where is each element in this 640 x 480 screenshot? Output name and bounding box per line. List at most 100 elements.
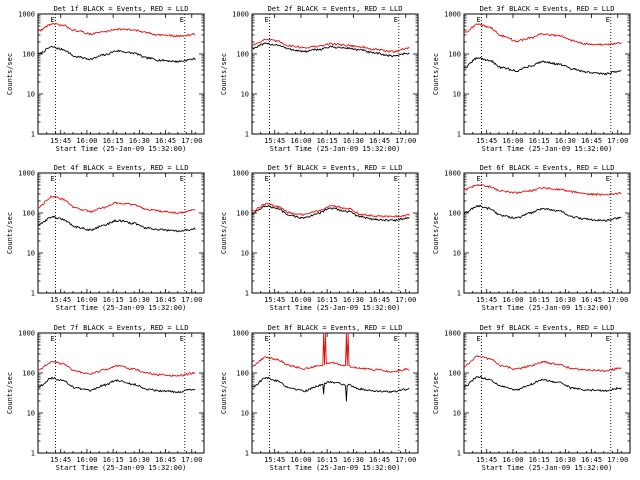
y-tick-label: 1000 (444, 330, 461, 338)
x-tick-label: 16:45 (369, 296, 390, 304)
x-tick-label: 16:15 (317, 296, 338, 304)
series-line-lld (463, 183, 622, 196)
x-tick-label: 16:00 (76, 137, 97, 145)
x-tick-label: 16:30 (129, 296, 150, 304)
y-tick-label: 1000 (444, 11, 461, 19)
y-tick-label: 1000 (444, 170, 461, 178)
x-tick-label: 16:00 (76, 296, 97, 304)
x-tick-label: 16:00 (76, 456, 97, 464)
x-tick-label: 16:00 (290, 137, 311, 145)
y-tick-label: 100 (22, 210, 35, 218)
time-marker-label: E (50, 335, 54, 343)
y-tick-label: 1 (457, 290, 461, 298)
x-tick-label: 15:45 (50, 296, 71, 304)
y-tick-label: 10 (241, 410, 249, 418)
time-marker-label: E (606, 175, 610, 183)
x-tick-label: 17:00 (607, 137, 628, 145)
x-tick-label: 15:45 (476, 137, 497, 145)
panel-3f: Det 3f BLACK = Events, RED = LLD 1 10 100 10… (432, 5, 631, 153)
x-tick-label: 17:00 (607, 296, 628, 304)
time-marker-label: E (264, 335, 268, 343)
time-marker-label: E (606, 16, 610, 24)
y-tick-label: 10 (453, 91, 461, 99)
x-tick-label: 15:45 (50, 456, 71, 464)
x-axis-label: Start Time (25-Jan-09 15:32:00) (482, 464, 613, 472)
time-marker-label: E (50, 16, 54, 24)
x-tick-label: 17:00 (607, 456, 628, 464)
panel-4f: Det 4f BLACK = Events, RED = LLD 1 10 100 10… (6, 164, 205, 312)
plot-frame (463, 13, 631, 135)
y-axis-label: Counts/sec (220, 53, 228, 95)
x-tick-label: 16:15 (317, 456, 338, 464)
y-tick-label: 1000 (232, 170, 249, 178)
series-line-lld (37, 22, 196, 38)
plot-frame (37, 332, 205, 454)
y-axis-label: Counts/sec (220, 212, 228, 254)
x-tick-label: 16:45 (155, 456, 176, 464)
series-line-events (251, 376, 410, 402)
x-tick-label: 16:15 (103, 296, 124, 304)
panel-8f: Det 8f BLACK = Events, RED = LLD 1 10 100 10… (220, 324, 419, 472)
x-axis-label: Start Time (25-Jan-09 15:32:00) (56, 145, 187, 153)
x-tick-label: 16:30 (555, 137, 576, 145)
series-line-events (463, 56, 622, 76)
time-marker-label: E (180, 175, 184, 183)
x-axis-label: Start Time (25-Jan-09 15:32:00) (482, 145, 613, 153)
time-marker-label: E (476, 16, 480, 24)
y-tick-label: 100 (448, 210, 461, 218)
time-marker-label: E (394, 335, 398, 343)
x-tick-label: 16:15 (317, 137, 338, 145)
series-line-events (37, 376, 196, 394)
plot-frame (251, 13, 419, 135)
series-line-lld (251, 202, 410, 218)
series-line-lld (463, 355, 622, 373)
x-tick-label: 16:45 (369, 137, 390, 145)
y-tick-label: 10 (27, 250, 35, 258)
time-marker-label: E (264, 175, 268, 183)
panel-title: Det 5f BLACK = Events, RED = LLD (268, 164, 403, 172)
y-tick-label: 1000 (232, 11, 249, 19)
x-tick-label: 16:30 (555, 296, 576, 304)
panel-7f: Det 7f BLACK = Events, RED = LLD 1 10 100 10… (6, 324, 205, 472)
x-tick-label: 16:15 (529, 296, 550, 304)
panel-5f: Det 5f BLACK = Events, RED = LLD 1 10 100 10… (220, 164, 419, 312)
panel-title: Det 9f BLACK = Events, RED = LLD (480, 324, 615, 332)
x-tick-label: 16:15 (529, 137, 550, 145)
x-axis-label: Start Time (25-Jan-09 15:32:00) (270, 304, 401, 312)
plot-frame (463, 172, 631, 294)
panel-title: Det 7f BLACK = Events, RED = LLD (54, 324, 189, 332)
y-tick-label: 1 (31, 131, 35, 139)
y-tick-label: 10 (241, 250, 249, 258)
x-tick-label: 16:15 (103, 137, 124, 145)
plot-frame (37, 13, 205, 135)
x-tick-label: 16:45 (155, 296, 176, 304)
time-marker-label: E (394, 16, 398, 24)
plot-frame (463, 332, 631, 454)
y-tick-label: 1 (457, 131, 461, 139)
time-marker-label: E (180, 335, 184, 343)
y-tick-label: 10 (241, 91, 249, 99)
series-line-events (463, 375, 622, 393)
panel-2f: Det 2f BLACK = Events, RED = LLD 1 10 100 10… (220, 5, 419, 153)
panel-9f: Det 9f BLACK = Events, RED = LLD 1 10 100 10… (432, 324, 631, 472)
x-axis-label: Start Time (25-Jan-09 15:32:00) (56, 464, 187, 472)
x-axis-label: Start Time (25-Jan-09 15:32:00) (482, 304, 613, 312)
panel-title: Det 3f BLACK = Events, RED = LLD (480, 5, 615, 13)
time-marker-label: E (394, 175, 398, 183)
y-tick-label: 100 (448, 51, 461, 59)
x-tick-label: 16:45 (581, 296, 602, 304)
time-marker-label: E (606, 335, 610, 343)
x-axis-label: Start Time (25-Jan-09 15:32:00) (270, 464, 401, 472)
y-axis-label: Counts/sec (432, 212, 440, 254)
y-tick-label: 1 (245, 450, 249, 458)
x-tick-label: 15:45 (476, 456, 497, 464)
panel-6f: Det 6f BLACK = Events, RED = LLD 1 10 100 10… (432, 164, 631, 312)
x-tick-label: 15:45 (264, 456, 285, 464)
panel-title: Det 8f BLACK = Events, RED = LLD (268, 324, 403, 332)
x-tick-label: 16:00 (290, 456, 311, 464)
x-tick-label: 15:45 (264, 296, 285, 304)
x-tick-label: 16:00 (290, 296, 311, 304)
y-tick-label: 1 (31, 450, 35, 458)
x-tick-label: 16:30 (129, 456, 150, 464)
